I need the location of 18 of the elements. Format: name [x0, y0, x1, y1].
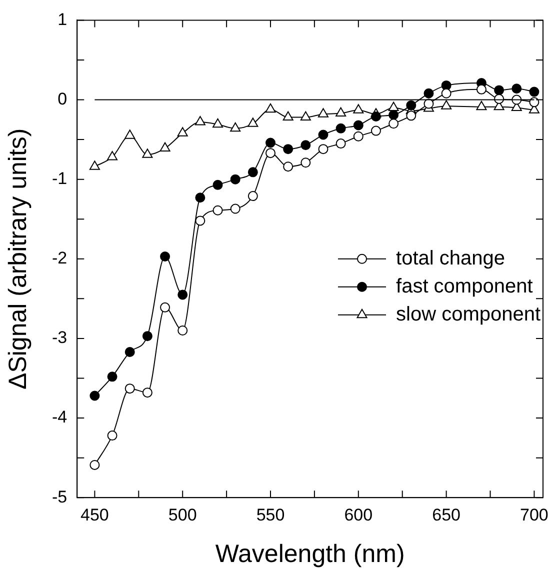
x-tick-label: 500 [168, 505, 197, 524]
x-tick-label: 700 [520, 505, 548, 524]
y-axis-title: ΔSignal (arbitrary units) [4, 128, 32, 390]
x-axis-title: Wavelength (nm) [215, 540, 405, 568]
x-tick-label: 450 [80, 505, 109, 524]
y-tick-label: -1 [52, 169, 68, 188]
legend-label: slow component [396, 303, 541, 326]
x-tick-label: 650 [432, 505, 460, 524]
y-tick-label: -4 [52, 408, 68, 427]
x-tick-label: 550 [256, 505, 285, 524]
y-tick-label: -3 [52, 328, 68, 348]
legend-label: fast component [396, 275, 534, 298]
y-tick-label: 1 [58, 10, 68, 29]
y-tick-label: -2 [52, 248, 68, 268]
x-tick-label: 600 [344, 505, 373, 524]
legend-label: total change [396, 247, 505, 270]
y-tick-label: -5 [52, 487, 68, 506]
y-tick-label: 0 [58, 89, 68, 108]
